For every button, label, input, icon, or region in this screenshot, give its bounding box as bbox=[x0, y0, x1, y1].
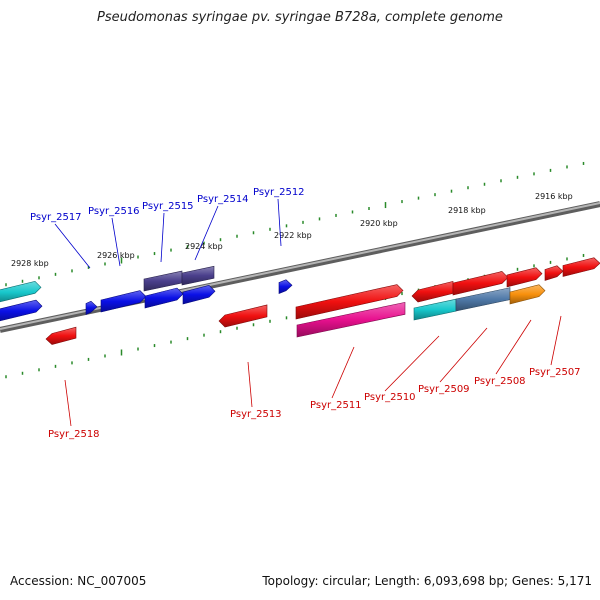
gene-arrow bbox=[85, 300, 98, 315]
gene-arrow bbox=[144, 287, 184, 309]
gene-arrow bbox=[452, 271, 509, 296]
gene-arrow bbox=[296, 301, 406, 338]
leader-line bbox=[160, 212, 165, 263]
gene-arrow bbox=[509, 284, 546, 305]
gene-label-reverse: Psyr_2518 bbox=[48, 429, 100, 440]
scale-label: 2916 kbp bbox=[535, 192, 573, 201]
gene-arrow bbox=[295, 284, 404, 320]
gene-arrow bbox=[413, 298, 457, 321]
gene-label-forward: Psyr_2515 bbox=[142, 201, 194, 212]
topology-text: Topology: circular; Length: 6,093,698 bp… bbox=[262, 574, 592, 588]
gene-label-forward: Psyr_2517 bbox=[30, 212, 82, 223]
gene-label-reverse: Psyr_2509 bbox=[418, 384, 470, 395]
gene-label-forward: Psyr_2514 bbox=[197, 194, 249, 205]
gene-arrow bbox=[218, 304, 268, 328]
scale-ticks-top bbox=[5, 161, 585, 287]
leader-line bbox=[331, 346, 355, 399]
scale-label: 2924 kbp bbox=[185, 242, 223, 251]
leader-line bbox=[550, 315, 562, 366]
scale-labels: 2928 kbp 2926 kbp 2924 kbp 2922 kbp 2920 kbp… bbox=[11, 192, 573, 268]
leader-line bbox=[194, 205, 219, 261]
scale-label: 2920 kbp bbox=[360, 219, 398, 228]
scale-label: 2922 kbp bbox=[274, 231, 312, 240]
genes bbox=[0, 257, 600, 345]
gene-arrow bbox=[100, 290, 147, 313]
gene-arrow bbox=[181, 265, 215, 286]
gene-label-reverse: Psyr_2508 bbox=[474, 376, 526, 387]
scale-label: 2918 kbp bbox=[448, 206, 486, 215]
scale-label: 2928 kbp bbox=[11, 259, 49, 268]
leader-line bbox=[277, 198, 282, 247]
leader-line bbox=[54, 223, 91, 269]
gene-arrow bbox=[182, 284, 216, 305]
gene-label-reverse: Psyr_2510 bbox=[364, 392, 416, 403]
gene-label-reverse: Psyr_2507 bbox=[529, 367, 581, 378]
gene-arrow bbox=[562, 257, 600, 277]
accession-text: Accession: NC_007005 bbox=[10, 574, 147, 588]
leader-line bbox=[111, 217, 121, 267]
leader-line bbox=[495, 319, 532, 375]
gene-label-reverse: Psyr_2511 bbox=[310, 400, 362, 411]
leader-line bbox=[247, 361, 253, 408]
scale-label: 2926 kbp bbox=[97, 251, 135, 260]
gene-arrow bbox=[506, 267, 543, 288]
gene-arrow bbox=[0, 281, 42, 303]
gene-label-forward: Psyr_2512 bbox=[253, 187, 305, 198]
gene-arrow bbox=[411, 281, 454, 303]
gene-arrow bbox=[544, 265, 564, 281]
leader-line bbox=[384, 335, 440, 392]
gene-label-reverse: Psyr_2513 bbox=[230, 409, 282, 420]
gene-arrow bbox=[45, 326, 77, 345]
gene-arrow bbox=[278, 279, 293, 294]
gene-arrow bbox=[0, 299, 43, 322]
genome-title: Pseudomonas syringae pv. syringae B728a,… bbox=[97, 10, 503, 25]
gene-label-forward: Psyr_2516 bbox=[88, 206, 140, 217]
genome-backbone bbox=[0, 201, 600, 333]
leader-line bbox=[439, 327, 488, 383]
leader-line bbox=[64, 379, 72, 427]
label-leaders bbox=[54, 198, 562, 427]
backbone-highlight bbox=[0, 202, 600, 330]
